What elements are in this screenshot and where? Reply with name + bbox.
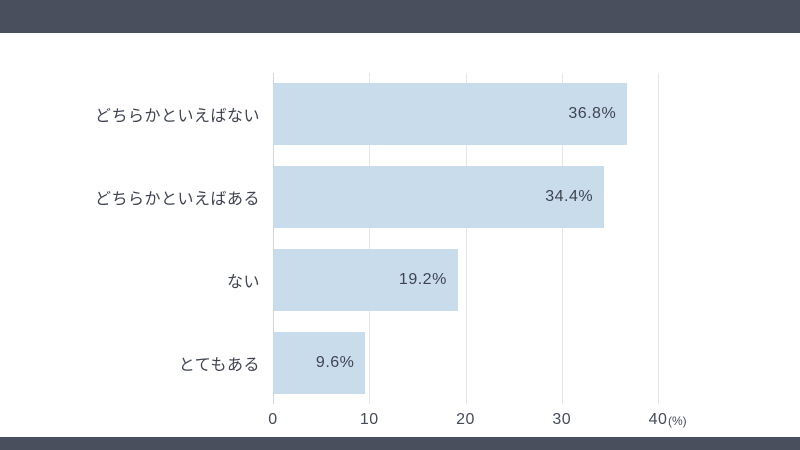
category-label: どちらかといえばある	[94, 191, 260, 209]
bar: 9.6%	[273, 331, 366, 394]
gridline	[658, 73, 659, 404]
x-tick-label: 40	[648, 411, 668, 428]
bar: 36.8%	[273, 83, 628, 146]
bar-row: どちらかといえばある 34.4%	[95, 156, 658, 239]
bar-rows-container: どちらかといえばない 36.8% どちらかといえばある 34.4% ない 19.2% とても…	[95, 73, 658, 404]
gridline	[369, 73, 371, 404]
x-tick-label: 10	[359, 411, 379, 428]
gridline	[561, 73, 563, 404]
bar: 19.2%	[273, 248, 458, 311]
bar: 34.4%	[273, 166, 605, 229]
x-tick-label: 0	[268, 411, 278, 428]
bar-row: どちらかといえばない 36.8%	[95, 73, 658, 156]
value-label: 9.6%	[315, 353, 355, 371]
bar-row: ない 19.2%	[227, 239, 658, 322]
x-tick-label: 30	[552, 411, 572, 428]
value-label: 36.8%	[568, 105, 617, 123]
bar-row: とてもある 9.6%	[179, 321, 658, 404]
value-label: 34.4%	[545, 188, 594, 206]
top-header-band	[0, 0, 800, 33]
axis-zero-line	[273, 73, 274, 404]
axis-unit-label: (%)	[668, 414, 687, 428]
category-label: とてもある	[178, 356, 260, 374]
gridline	[465, 73, 467, 404]
category-label: どちらかといえばない	[94, 108, 260, 126]
bar-chart-plot-area: どちらかといえばない 36.8% どちらかといえばある 34.4% ない 19.2% とても…	[95, 73, 687, 428]
x-tick-label: 20	[456, 411, 475, 428]
bottom-footer-band	[0, 437, 800, 450]
category-label: ない	[226, 273, 260, 291]
value-label: 19.2%	[398, 270, 447, 288]
